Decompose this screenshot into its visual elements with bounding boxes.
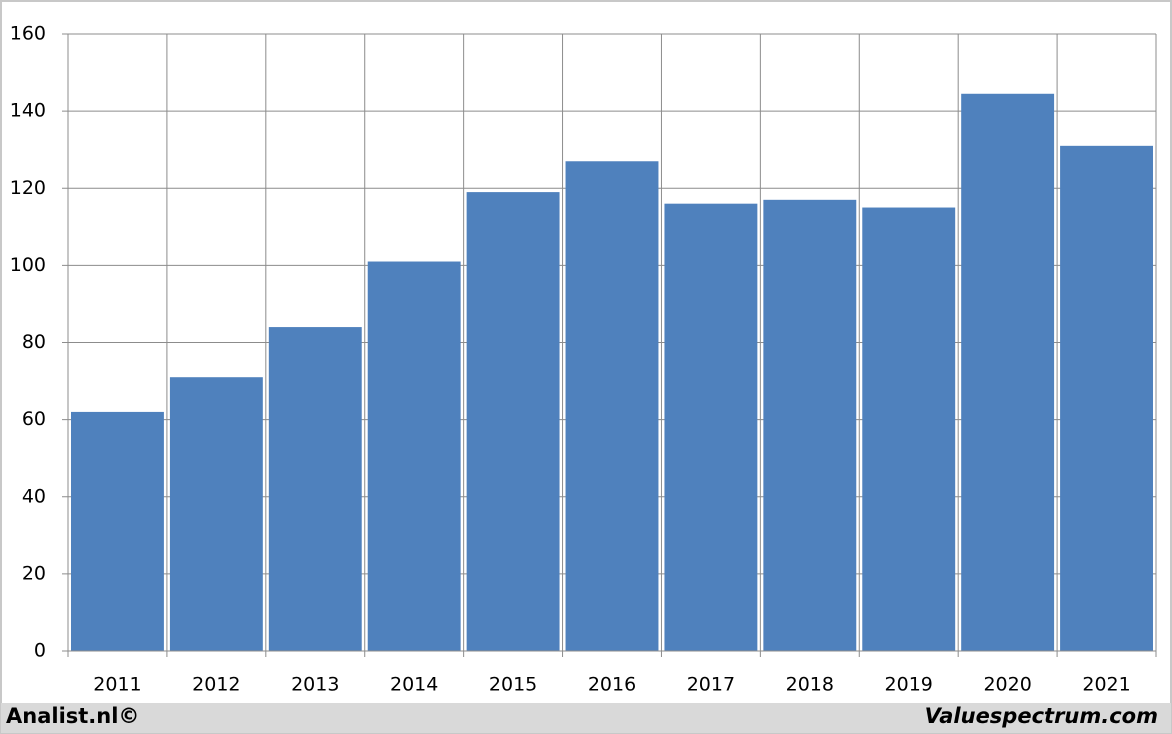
bar <box>367 261 461 651</box>
bar <box>763 199 857 651</box>
x-tick-label: 2013 <box>291 674 339 696</box>
y-tick-label: 60 <box>22 408 46 430</box>
footer-right: Valuespectrum.com <box>925 704 1158 728</box>
bar <box>466 192 560 651</box>
x-tick-label: 2011 <box>93 674 141 696</box>
y-tick-label: 0 <box>34 640 46 662</box>
bar <box>169 377 263 651</box>
x-tick-label: 2020 <box>983 674 1031 696</box>
x-tick-label: 2014 <box>390 674 438 696</box>
x-tick-label: 2017 <box>687 674 735 696</box>
bar <box>1060 145 1153 652</box>
bar <box>71 411 164 651</box>
y-tick-label: 100 <box>10 254 46 276</box>
x-tick-label: 2012 <box>192 674 240 696</box>
y-tick-label: 20 <box>22 562 46 584</box>
bar <box>862 207 956 651</box>
y-tick-label: 140 <box>10 100 46 122</box>
bar <box>961 93 1055 652</box>
footer-band <box>1 703 1171 733</box>
y-tick-label: 80 <box>22 331 46 353</box>
bar <box>565 161 659 651</box>
x-tick-label: 2021 <box>1082 674 1130 696</box>
x-tick-label: 2019 <box>885 674 933 696</box>
x-tick-label: 2015 <box>489 674 537 696</box>
x-tick-label: 2016 <box>588 674 636 696</box>
bar <box>268 327 362 651</box>
y-tick-label: 160 <box>10 23 46 45</box>
y-tick-label: 120 <box>10 177 46 199</box>
y-tick-label: 40 <box>22 485 46 507</box>
bar <box>664 203 758 652</box>
x-tick-label: 2018 <box>786 674 834 696</box>
footer-left: Analist.nl© <box>6 704 139 728</box>
